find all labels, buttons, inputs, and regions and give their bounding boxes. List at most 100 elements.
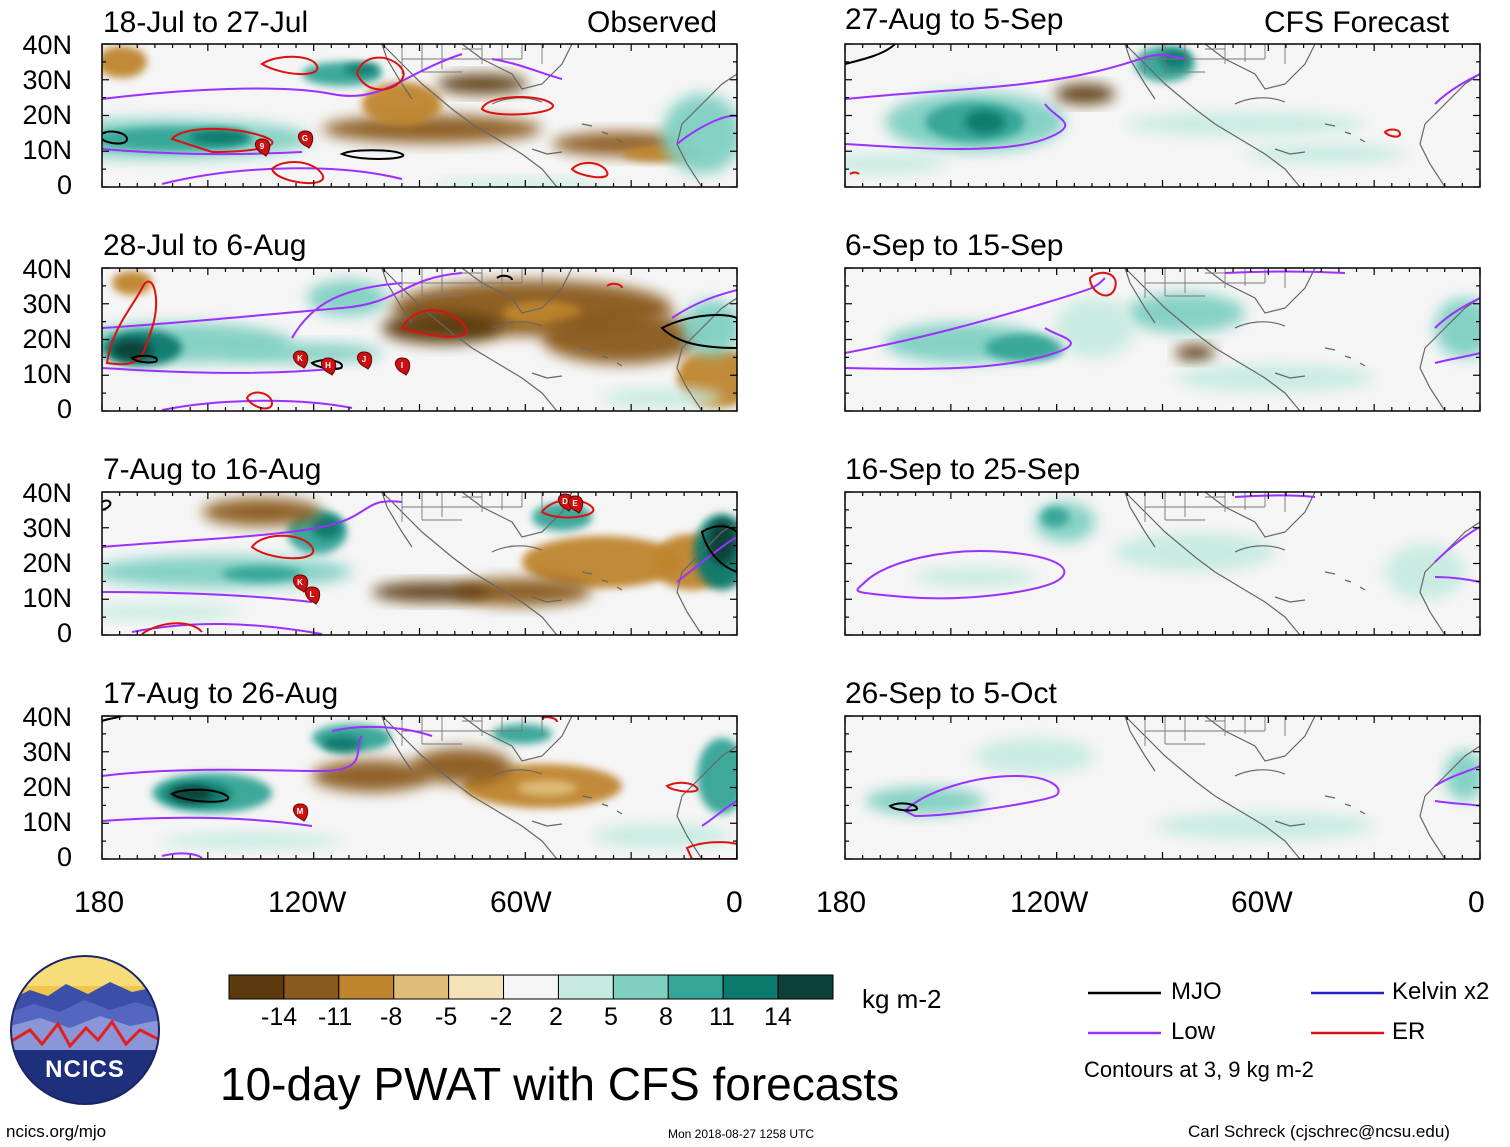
er-contour [141,622,203,635]
er-contour [270,161,325,185]
state-borders [401,44,543,74]
dry-anomaly [322,115,542,143]
coastline [1075,492,1301,635]
panel-title: 7-Aug to 16-Aug [103,453,322,486]
lat-label: 40N [22,30,72,60]
low-contour [102,500,403,548]
state-borders [401,492,543,522]
moist-anomaly [1125,293,1245,333]
storm-letter: 9 [260,142,265,151]
low-contour [1434,73,1480,105]
mjo-contour [888,802,919,812]
moist-anomaly [1125,112,1365,136]
coastline [1274,596,1306,603]
low-contour [845,327,1072,370]
mjo-contour [130,354,159,364]
map-panel [844,715,1481,860]
dry-anomaly [312,760,432,792]
storm-letter: E [572,499,578,508]
dry-anomaly [517,780,577,796]
storm-letter: D [562,497,568,506]
low-contour [491,58,563,80]
low-contour [1434,352,1480,364]
coastline [1124,44,1156,100]
coastlines [332,44,737,187]
colorbar-tick-label: -11 [318,1003,353,1031]
moist-anomaly [432,178,612,187]
lat-label: 20N [22,100,72,130]
lon-label: 0 [726,886,743,919]
moist-anomaly [845,154,945,174]
colorbar-unit: kg m-2 [862,984,942,1014]
coastline [1234,769,1286,777]
colorbar-tick-label: 2 [549,1003,563,1031]
low-contour [102,53,463,100]
legend-label-er: ER [1392,1018,1426,1045]
coastline [676,297,737,411]
low-contour [671,289,737,319]
moist-anomaly [1445,751,1480,801]
mjo-contour [700,525,737,574]
mjo-contour [845,44,896,65]
coastline [581,795,623,815]
dry-anomaly [372,582,492,602]
coastline [531,820,563,827]
legend-lines [1088,991,1384,1035]
lat-label: 0 [56,394,72,424]
storm-marker-icon: K [292,350,309,369]
axis-ticks [844,43,1481,188]
er-contour [480,96,554,116]
panel-title: 28-Jul to 6-Aug [103,229,307,262]
dry-anomaly [502,301,582,325]
lat-label: 10N [22,583,72,613]
storm-marker-icon: G [297,130,314,149]
observed-column-header: Observed [587,6,718,39]
coastline [381,716,413,772]
lon-label: 180 [816,886,867,919]
map-panel: M [101,715,738,860]
footer-author: Carl Schreck (cjschrec@ncsu.edu) [1188,1122,1450,1141]
lat-label: 40N [22,702,72,732]
footer-website: ncics.org/mjo [6,1122,107,1141]
colorbar-tick-label: 5 [604,1003,618,1031]
colorbar-tick-label: -2 [490,1003,513,1031]
moist-anomaly [312,515,342,539]
coastline [531,372,563,379]
lat-label: 30N [22,513,72,543]
panel-title: 6-Sep to 15-Sep [845,229,1064,262]
moist-anomaly [592,824,732,848]
coastline [1419,521,1480,635]
moist-anomaly [985,334,1065,362]
wave-contours [102,272,737,411]
storm-letter: M [297,807,304,816]
dry-anomaly [202,498,322,526]
coastline [332,716,558,859]
moist-anomaly [222,566,302,582]
coastlines [1075,492,1480,635]
moist-anomaly [662,94,737,174]
map-panel [844,491,1481,636]
moist-anomaly [915,567,1035,587]
coastline [1234,97,1286,105]
lon-label: 180 [74,886,125,919]
coastlines [1075,268,1480,411]
colorbar-tick-label: -8 [380,1003,403,1031]
colorbar-swatch [612,974,669,1000]
coastline [1075,44,1301,187]
mjo-contour [170,788,230,803]
moist-anomaly [307,280,387,316]
low-contour [845,54,1186,100]
coastlines [1075,716,1480,859]
moist-anomaly [1041,507,1069,527]
er-contour [570,161,609,179]
map-panel: D E KL [101,491,738,636]
moist-anomaly [1245,144,1405,164]
low-contour [161,167,403,185]
pwat-anomaly-shading [915,502,1465,600]
lat-label: 10N [22,807,72,837]
colorbar-swatch [777,974,834,1000]
er-contour [849,171,860,175]
lat-label: 30N [22,289,72,319]
colorbar-tick-label: -14 [261,1003,298,1031]
